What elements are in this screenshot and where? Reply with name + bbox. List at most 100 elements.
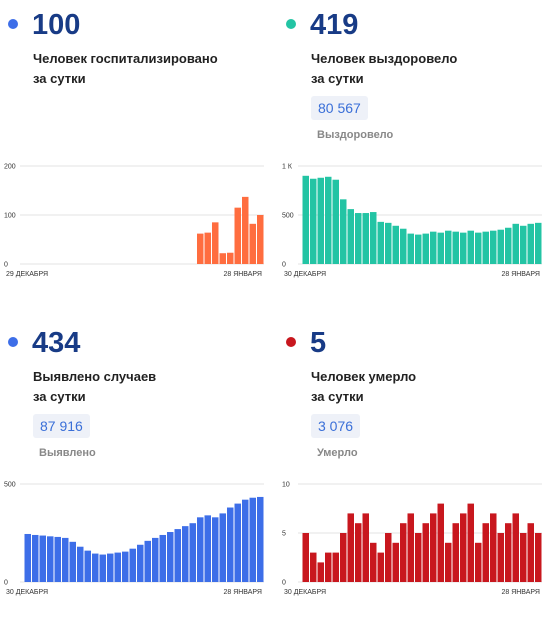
bar: [370, 212, 377, 264]
bar: [482, 231, 489, 264]
bar: [332, 179, 339, 264]
bar: [355, 213, 362, 264]
bar: [505, 227, 512, 264]
bar: [490, 513, 497, 582]
bar: [527, 223, 534, 264]
recovered-value: 419: [310, 9, 359, 41]
bar: [219, 253, 226, 264]
bar: [107, 553, 114, 582]
deaths-value: 5: [310, 327, 327, 359]
bar: [99, 554, 106, 582]
bar: [437, 503, 444, 582]
recovered-total-badge: 80 567: [311, 96, 368, 120]
bar: [227, 507, 234, 582]
bar: [242, 499, 249, 582]
bar: [430, 231, 437, 264]
bar: [520, 225, 527, 264]
bar: [39, 535, 46, 582]
bar: [325, 176, 332, 264]
bar: [415, 533, 422, 582]
x-start-label: 30 ДЕКАБРЯ: [284, 589, 326, 596]
cases-description: Выявлено случаев за сутки: [33, 367, 253, 407]
recovered-desc-line2: за сутки: [311, 71, 364, 86]
bar: [377, 552, 384, 582]
bar: [512, 513, 519, 582]
bar: [234, 207, 241, 264]
deaths-desc-line1: Человек умерло: [311, 369, 417, 384]
bar: [204, 515, 211, 582]
bar: [422, 233, 429, 264]
bar: [219, 513, 226, 582]
bar: [137, 544, 144, 582]
bar: [452, 231, 459, 264]
cases-total-badge: 87 916: [33, 414, 90, 438]
bar: [362, 513, 369, 582]
bar: [47, 536, 54, 582]
bar: [92, 553, 99, 582]
y-tick-label: 0: [282, 580, 286, 587]
bar: [445, 542, 452, 582]
deaths-desc-line2: за сутки: [311, 389, 364, 404]
bar: [69, 541, 76, 582]
hospitalized-value: 100: [32, 9, 81, 41]
bar: [332, 552, 339, 582]
y-tick-label: 0: [4, 580, 8, 587]
deaths-total-label: Умерло: [317, 447, 358, 459]
bar: [445, 230, 452, 264]
x-start-label: 30 ДЕКАБРЯ: [284, 271, 326, 278]
recovered-total-label: Выздоровело: [317, 129, 394, 141]
bar: [497, 533, 504, 582]
bar: [227, 252, 234, 264]
bar: [467, 503, 474, 582]
cases-chart: 0 500 30 ДЕКАБРЯ 28 ЯНВАРЯ: [4, 482, 264, 596]
bar: [249, 223, 256, 264]
hospitalized-panel: 100 Человек госпитализировано за сутки 0…: [0, 0, 270, 300]
bar: [302, 175, 309, 264]
bar: [460, 232, 467, 264]
recovered-dot-icon: [286, 19, 296, 29]
x-start-label: 29 ДЕКАБРЯ: [6, 271, 48, 278]
bar: [400, 523, 407, 582]
x-end-label: 28 ЯНВАРЯ: [223, 589, 262, 596]
bar: [407, 233, 414, 264]
bar: [197, 233, 204, 264]
bar: [392, 542, 399, 582]
recovered-panel: 419 Человек выздоровело за сутки 80 567 …: [278, 0, 548, 300]
bar: [362, 213, 369, 264]
y-tick-label: 0: [282, 262, 286, 269]
recovered-desc-line1: Человек выздоровело: [311, 51, 458, 66]
bar: [129, 548, 136, 582]
y-tick-label: 10: [282, 482, 290, 489]
bar: [460, 513, 467, 582]
bar: [340, 199, 347, 264]
bar: [430, 513, 437, 582]
bar: [415, 234, 422, 264]
bar: [355, 523, 362, 582]
bar: [159, 534, 166, 582]
bar: [325, 552, 332, 582]
bar: [234, 503, 241, 582]
bar: [310, 178, 317, 264]
bar: [257, 496, 264, 582]
bar: [400, 228, 407, 264]
bar: [520, 533, 527, 582]
y-tick-label: 200: [4, 164, 16, 171]
deaths-dot-icon: [286, 337, 296, 347]
bar: [54, 536, 61, 582]
bar: [535, 222, 542, 264]
bar: [347, 209, 354, 264]
cases-value: 434: [32, 327, 81, 359]
x-start-label: 30 ДЕКАБРЯ: [6, 589, 48, 596]
bar: [212, 517, 219, 582]
bar: [527, 523, 534, 582]
bar: [505, 523, 512, 582]
bar: [385, 533, 392, 582]
bar: [482, 523, 489, 582]
bar: [317, 177, 324, 264]
x-end-label: 28 ЯНВАРЯ: [501, 589, 540, 596]
bar: [437, 232, 444, 264]
bar: [407, 513, 414, 582]
hospitalized-chart: 0 100 200 29 ДЕКАБРЯ 28 ЯНВАРЯ: [4, 164, 264, 278]
recovered-chart: 0 500 1 К 30 ДЕКАБРЯ 28 ЯНВАРЯ: [282, 164, 542, 278]
y-tick-label: 5: [282, 531, 286, 538]
